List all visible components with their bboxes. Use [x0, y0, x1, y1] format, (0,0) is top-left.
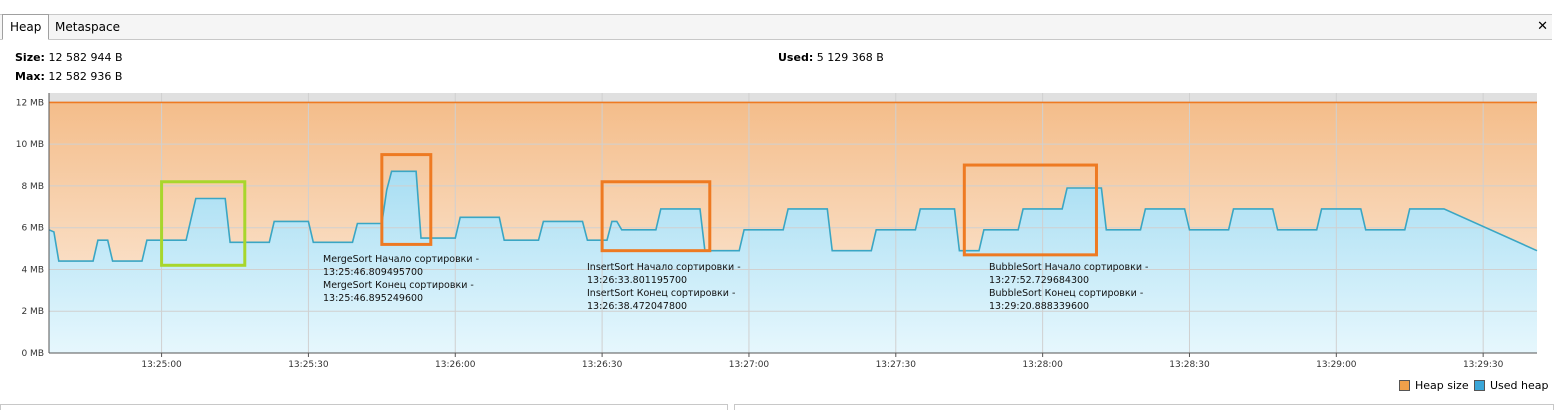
used-heap-swatch [1474, 380, 1485, 391]
highlight-box-green [160, 180, 247, 267]
heap-size-swatch [1399, 380, 1410, 391]
x-tick-label: 13:28:00 [1022, 360, 1063, 370]
annotation-line: 13:26:38.472047800 [587, 301, 687, 312]
x-tick-label: 13:26:30 [582, 360, 623, 370]
highlight-box-orange [600, 180, 712, 253]
highlight-box-orange [380, 153, 433, 246]
annotation-line: InsertSort Начало сортировки - [587, 262, 741, 273]
annotation-line: 13:25:46.809495700 [323, 267, 423, 278]
annotation-line: 13:25:46.895249600 [323, 293, 423, 304]
used-label: Used: [778, 51, 814, 64]
annotation-line: MergeSort Конец сортировки - [323, 280, 474, 291]
used-info: Used: 5 129 368 B [778, 51, 884, 64]
legend-used-heap: Used heap [1474, 379, 1549, 392]
max-value: 12 582 936 B [48, 70, 123, 83]
x-tick-label: 13:29:30 [1463, 360, 1504, 370]
x-tick-label: 13:26:00 [435, 360, 476, 370]
y-tick-label: 8 MB [21, 182, 44, 192]
annotation-line: BubbleSort Конец сортировки - [989, 288, 1143, 299]
legend-used-heap-label: Used heap [1490, 379, 1549, 392]
bottom-panel-right [734, 404, 1554, 410]
used-heap-line [48, 170, 1538, 262]
tab-heap[interactable]: Heap [2, 14, 50, 40]
annotation-line: 13:27:52.729684300 [989, 275, 1089, 286]
tab-metaspace[interactable]: Metaspace [55, 20, 120, 34]
x-tick-label: 13:25:00 [141, 360, 182, 370]
legend-heap-size: Heap size [1399, 379, 1469, 392]
bottom-panel-left [0, 404, 728, 410]
y-tick-label: 10 MB [16, 140, 44, 150]
y-tick-label: 0 MB [21, 349, 44, 359]
annotation-line: InsertSort Конец сортировки - [587, 288, 735, 299]
x-tick-label: 13:27:30 [876, 360, 917, 370]
y-tick-label: 2 MB [21, 307, 44, 317]
annotation-line: MergeSort Начало сортировки - [323, 254, 479, 265]
tab-bar: Heap Metaspace ✕ [0, 14, 1552, 40]
used-heap-area [49, 171, 1537, 353]
heap-chart: 0 MB 2 MB 4 MB 6 MB 8 MB 10 MB 12 MB 13:25:00 13… [16, 93, 1538, 370]
annotation-line: 13:26:33.801195700 [587, 275, 687, 286]
highlight-box-orange [962, 163, 1098, 257]
close-icon[interactable]: ✕ [1537, 19, 1548, 34]
x-tick-label: 13:25:30 [288, 360, 329, 370]
size-info: Size: 12 582 944 B [15, 51, 123, 64]
size-value: 12 582 944 B [48, 51, 123, 64]
y-tick-label: 4 MB [21, 265, 44, 275]
annotation-line: 13:29:20.888339600 [989, 301, 1089, 312]
used-value: 5 129 368 B [816, 51, 884, 64]
y-tick-label: 12 MB [16, 98, 44, 108]
y-tick-label: 6 MB [21, 224, 44, 234]
annotation-line: BubbleSort Начало сортировки - [989, 262, 1148, 273]
max-info: Max: 12 582 936 B [15, 70, 122, 83]
legend-heap-size-label: Heap size [1415, 379, 1469, 392]
x-tick-label: 13:27:00 [729, 360, 770, 370]
x-tick-label: 13:28:30 [1169, 360, 1210, 370]
max-label: Max: [15, 70, 45, 83]
plot-top-band [49, 93, 1537, 103]
size-label: Size: [15, 51, 45, 64]
x-tick-label: 13:29:00 [1316, 360, 1357, 370]
